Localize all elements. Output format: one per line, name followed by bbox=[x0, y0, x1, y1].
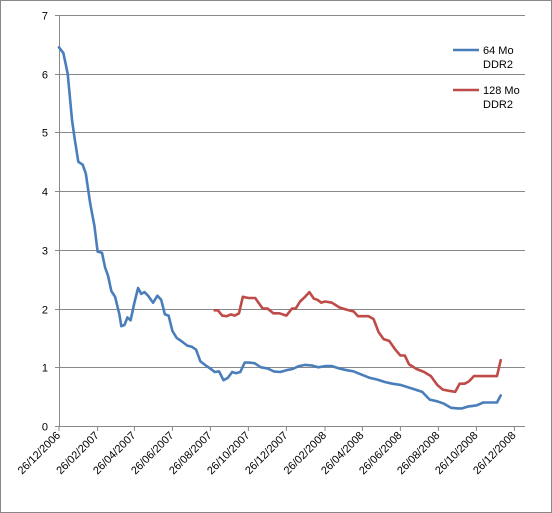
y-tick-label: 6 bbox=[42, 70, 48, 82]
y-tick-label: 4 bbox=[42, 187, 48, 199]
y-tick-label: 2 bbox=[42, 305, 48, 317]
y-tick-label: 0 bbox=[42, 422, 48, 434]
series-line-2 bbox=[213, 290, 502, 394]
axes bbox=[59, 15, 525, 427]
series-lines bbox=[57, 46, 502, 410]
y-axis-ticks: 0 1 2 3 4 5 6 7 bbox=[42, 11, 59, 434]
legend-label-2: 128 Mo DDR2 bbox=[483, 85, 520, 111]
y-tick-label: 3 bbox=[42, 246, 48, 258]
series-line-1 bbox=[57, 46, 502, 410]
legend-label-1: 64 Mo DDR2 bbox=[483, 45, 514, 71]
y-tick-label: 5 bbox=[42, 128, 48, 140]
gridlines bbox=[59, 15, 525, 368]
y-tick-label: 1 bbox=[42, 363, 48, 375]
y-tick-label: 7 bbox=[42, 11, 48, 23]
legend: 64 Mo DDR2 128 Mo DDR2 bbox=[453, 45, 520, 111]
